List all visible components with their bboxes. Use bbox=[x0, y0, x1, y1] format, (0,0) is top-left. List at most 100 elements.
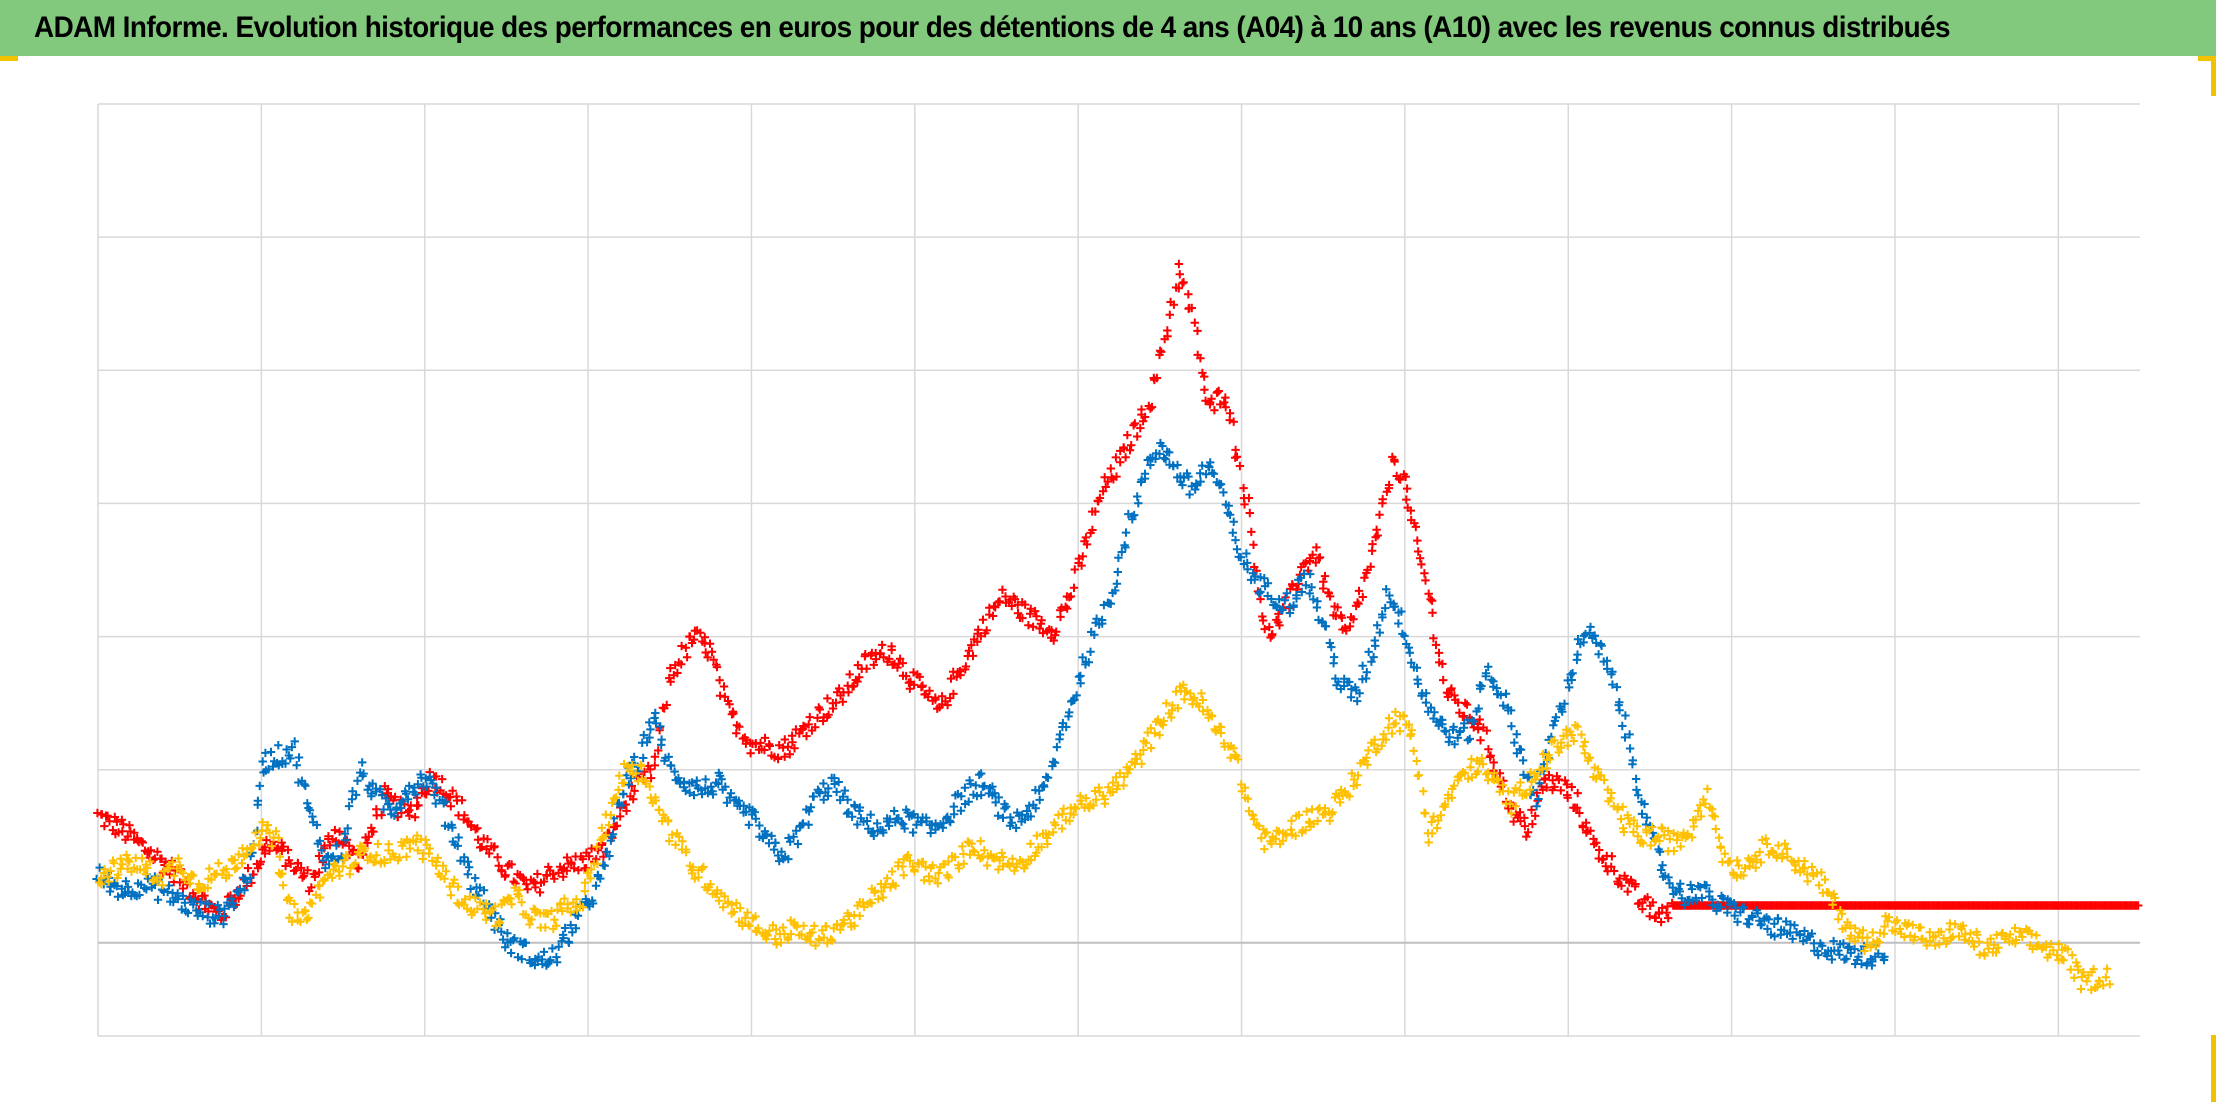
data-point bbox=[771, 925, 781, 934]
data-point bbox=[965, 850, 975, 859]
data-point bbox=[466, 884, 475, 894]
data-point bbox=[1613, 805, 1622, 814]
data-point bbox=[1441, 727, 1451, 736]
data-point bbox=[1375, 510, 1384, 519]
data-point bbox=[571, 924, 581, 933]
data-point bbox=[180, 898, 190, 907]
data-point bbox=[1071, 804, 1080, 813]
data-point bbox=[663, 817, 673, 826]
data-point bbox=[123, 855, 133, 864]
data-point bbox=[1773, 914, 1783, 923]
data-point bbox=[1189, 693, 1199, 703]
data-point bbox=[450, 875, 459, 884]
data-point bbox=[1069, 810, 1078, 819]
data-point bbox=[823, 791, 833, 801]
data-point bbox=[567, 859, 576, 868]
data-point bbox=[473, 835, 483, 844]
data-point bbox=[584, 852, 594, 861]
data-point bbox=[396, 803, 406, 813]
data-point bbox=[1353, 696, 1362, 706]
data-point bbox=[1130, 419, 1140, 428]
data-point bbox=[1697, 893, 1707, 903]
data-point bbox=[678, 837, 687, 846]
data-point bbox=[1373, 531, 1382, 540]
data-point bbox=[853, 820, 862, 829]
data-point bbox=[615, 771, 624, 780]
data-point bbox=[1569, 736, 1578, 746]
data-point bbox=[232, 863, 241, 872]
data-point bbox=[267, 841, 276, 851]
data-point bbox=[646, 725, 655, 734]
data-point bbox=[422, 782, 431, 791]
data-point bbox=[1315, 553, 1325, 562]
data-point bbox=[1301, 826, 1310, 835]
data-point bbox=[909, 680, 919, 690]
data-point bbox=[1039, 782, 1049, 791]
data-point bbox=[1185, 490, 1194, 499]
data-point bbox=[424, 786, 433, 796]
data-point bbox=[1008, 854, 1017, 863]
data-point bbox=[954, 864, 964, 873]
data-point bbox=[844, 808, 853, 817]
data-point bbox=[1930, 941, 1940, 950]
data-point bbox=[1394, 619, 1403, 628]
data-point bbox=[510, 934, 519, 943]
data-point bbox=[1247, 527, 1256, 537]
data-point bbox=[113, 870, 123, 879]
data-point bbox=[1313, 816, 1322, 826]
data-point bbox=[572, 906, 582, 915]
data-point bbox=[2082, 977, 2091, 986]
data-point bbox=[265, 828, 274, 838]
data-point bbox=[776, 938, 786, 947]
data-point bbox=[1549, 721, 1558, 730]
data-point bbox=[1026, 839, 1035, 848]
data-point bbox=[168, 858, 177, 867]
data-point bbox=[587, 865, 596, 874]
data-point bbox=[760, 745, 769, 755]
data-point bbox=[1756, 858, 1766, 867]
data-point bbox=[1245, 508, 1254, 518]
data-point bbox=[240, 886, 249, 895]
data-point bbox=[637, 761, 646, 771]
data-point bbox=[1753, 909, 1762, 918]
data-point bbox=[639, 753, 648, 763]
data-point bbox=[1623, 887, 1632, 896]
data-point bbox=[881, 880, 890, 889]
data-point bbox=[1434, 648, 1444, 658]
data-point bbox=[1428, 829, 1437, 838]
data-point bbox=[1012, 862, 1021, 871]
data-point bbox=[819, 795, 828, 804]
data-point bbox=[700, 633, 709, 642]
data-point bbox=[1426, 703, 1436, 712]
data-point bbox=[487, 913, 496, 922]
data-point bbox=[990, 788, 999, 798]
data-point bbox=[631, 769, 640, 778]
data-point bbox=[473, 824, 482, 833]
data-point bbox=[1676, 842, 1685, 851]
data-point bbox=[1010, 594, 1020, 604]
data-point bbox=[1579, 742, 1588, 751]
data-point bbox=[624, 780, 634, 789]
data-point bbox=[1292, 594, 1301, 603]
data-point bbox=[1631, 774, 1641, 784]
data-point bbox=[1175, 270, 1184, 279]
data-point bbox=[229, 902, 239, 912]
data-point bbox=[143, 874, 153, 883]
data-point bbox=[1796, 868, 1805, 877]
data-point bbox=[706, 782, 716, 791]
data-point bbox=[1221, 393, 1230, 402]
data-point bbox=[827, 936, 837, 945]
data-point bbox=[514, 892, 524, 901]
data-point bbox=[973, 637, 982, 646]
data-point bbox=[1828, 900, 1837, 909]
data-point bbox=[1879, 955, 1889, 965]
data-point bbox=[1229, 744, 1238, 753]
data-point bbox=[1461, 698, 1470, 708]
data-point bbox=[593, 859, 602, 869]
data-point bbox=[1469, 717, 1479, 726]
data-point bbox=[1381, 603, 1390, 613]
data-point bbox=[1026, 855, 1036, 865]
data-point bbox=[783, 935, 793, 944]
data-point bbox=[1063, 604, 1072, 613]
data-point bbox=[1891, 927, 1900, 936]
